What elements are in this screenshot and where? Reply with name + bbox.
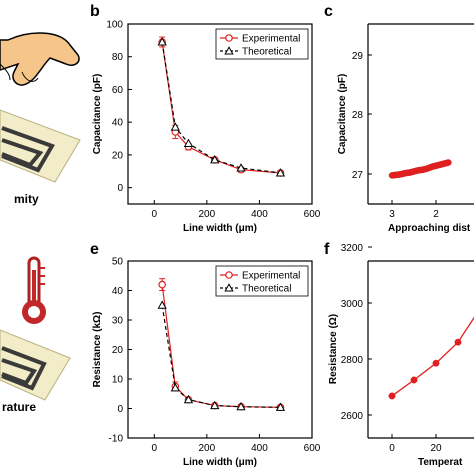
legend-marker bbox=[224, 46, 234, 55]
y-tick-label: 27 bbox=[352, 170, 364, 181]
x-tick-label: 2 bbox=[433, 209, 439, 220]
legend-label: Theoretical bbox=[242, 284, 291, 295]
y-tick-label: 3000 bbox=[341, 299, 364, 310]
data-point bbox=[236, 401, 246, 411]
temperature-illustration bbox=[0, 256, 71, 401]
data-point bbox=[410, 376, 418, 384]
x-tick-label: 600 bbox=[304, 209, 321, 220]
y-tick-label: 80 bbox=[112, 52, 124, 63]
legend-label: Experimental bbox=[242, 34, 300, 45]
y-tick-label: 100 bbox=[106, 20, 123, 31]
legend-marker bbox=[225, 271, 233, 279]
data-point bbox=[158, 280, 166, 289]
data-point bbox=[170, 122, 180, 131]
chart-c: 27 28 29 3 2 Approaching dist Capacitance (pF) bbox=[337, 23, 474, 234]
y-tick-label: 20 bbox=[112, 345, 124, 356]
x-tick-label: 200 bbox=[199, 209, 216, 220]
y-tick-label: -10 bbox=[109, 434, 124, 445]
y-tick-label: 3200 bbox=[341, 243, 364, 254]
y-tick-label: 30 bbox=[112, 316, 124, 327]
panel-label-e: e bbox=[90, 241, 99, 258]
y-tick-label: 50 bbox=[112, 257, 124, 268]
legend-marker bbox=[224, 283, 234, 292]
x-axis-label: Temperat bbox=[418, 457, 463, 468]
series-line-0 bbox=[161, 284, 281, 408]
data-point bbox=[210, 154, 220, 164]
y-tick-label: 20 bbox=[112, 150, 124, 161]
data-point bbox=[454, 338, 462, 346]
x-tick-label: 200 bbox=[199, 443, 216, 454]
y-tick-label: 29 bbox=[352, 51, 364, 62]
data-point bbox=[388, 392, 396, 400]
x-tick-label: 0 bbox=[152, 443, 158, 454]
data-point bbox=[445, 159, 452, 166]
y-tick-label: 0 bbox=[117, 404, 123, 415]
x-axis-label: Approaching dist bbox=[388, 223, 471, 234]
x-axis-label: Line width (μm) bbox=[183, 223, 257, 234]
series-line-1 bbox=[161, 41, 281, 174]
y-tick-label: 2800 bbox=[341, 355, 364, 366]
thermometer-icon bbox=[22, 256, 46, 324]
panel-label-c: c bbox=[324, 3, 333, 20]
legend-marker bbox=[225, 34, 233, 42]
x-tick-label: 400 bbox=[251, 209, 268, 220]
finger-icon bbox=[0, 32, 80, 86]
data-point bbox=[157, 37, 167, 46]
data-point bbox=[236, 163, 246, 172]
chart-f: 2600 2800 3000 3200 0 20 Temperat Resistance (Ω… bbox=[328, 243, 474, 468]
panel-label-b: b bbox=[90, 3, 100, 20]
y-tick-label: 40 bbox=[112, 118, 124, 129]
y-tick-label: 60 bbox=[112, 85, 124, 96]
x-tick-label: 3 bbox=[389, 209, 395, 220]
x-tick-label: 0 bbox=[389, 443, 395, 454]
series-line-0 bbox=[161, 41, 281, 174]
y-axis-label: Capacitance (pF) bbox=[92, 74, 103, 155]
x-tick-label: 400 bbox=[251, 443, 268, 454]
data-point bbox=[275, 168, 286, 177]
left-label-proximity: mity bbox=[14, 192, 39, 206]
data-point bbox=[157, 300, 167, 309]
data-point bbox=[183, 394, 194, 404]
x-tick-label: 20 bbox=[430, 443, 442, 454]
y-axis-label: Resistance (kΩ) bbox=[92, 312, 103, 388]
legend-label: Experimental bbox=[242, 271, 300, 282]
left-label-temperature: rature bbox=[2, 400, 36, 414]
data-point bbox=[210, 400, 220, 410]
y-axis-label: Resistance (Ω) bbox=[328, 314, 339, 384]
series-line-1 bbox=[161, 305, 281, 408]
chart-b: 0 20 40 60 80 100 0 200 400 600 Line width (μm) Cap… bbox=[92, 20, 321, 235]
x-tick-label: 0 bbox=[152, 209, 158, 220]
legend-label: Theoretical bbox=[242, 47, 291, 58]
y-tick-label: 2600 bbox=[341, 411, 364, 422]
panel-label-f: f bbox=[324, 241, 330, 258]
y-tick-label: 0 bbox=[117, 183, 123, 194]
chart-e: -10 0 10 20 30 40 50 0 200 400 600 Line width (μm) R… bbox=[92, 257, 321, 469]
data-point bbox=[170, 383, 180, 392]
y-axis-label: Capacitance (pF) bbox=[337, 74, 348, 155]
proximity-illustration bbox=[0, 32, 81, 183]
y-tick-label: 28 bbox=[352, 110, 364, 121]
data-point bbox=[183, 138, 194, 147]
data-point bbox=[275, 402, 286, 411]
plot-frame bbox=[127, 23, 313, 205]
x-tick-label: 600 bbox=[304, 443, 321, 454]
y-tick-label: 10 bbox=[112, 375, 124, 386]
series-line bbox=[391, 316, 474, 397]
y-tick-label: 40 bbox=[112, 286, 124, 297]
data-point bbox=[432, 359, 440, 367]
x-axis-label: Line width (μm) bbox=[183, 457, 257, 468]
